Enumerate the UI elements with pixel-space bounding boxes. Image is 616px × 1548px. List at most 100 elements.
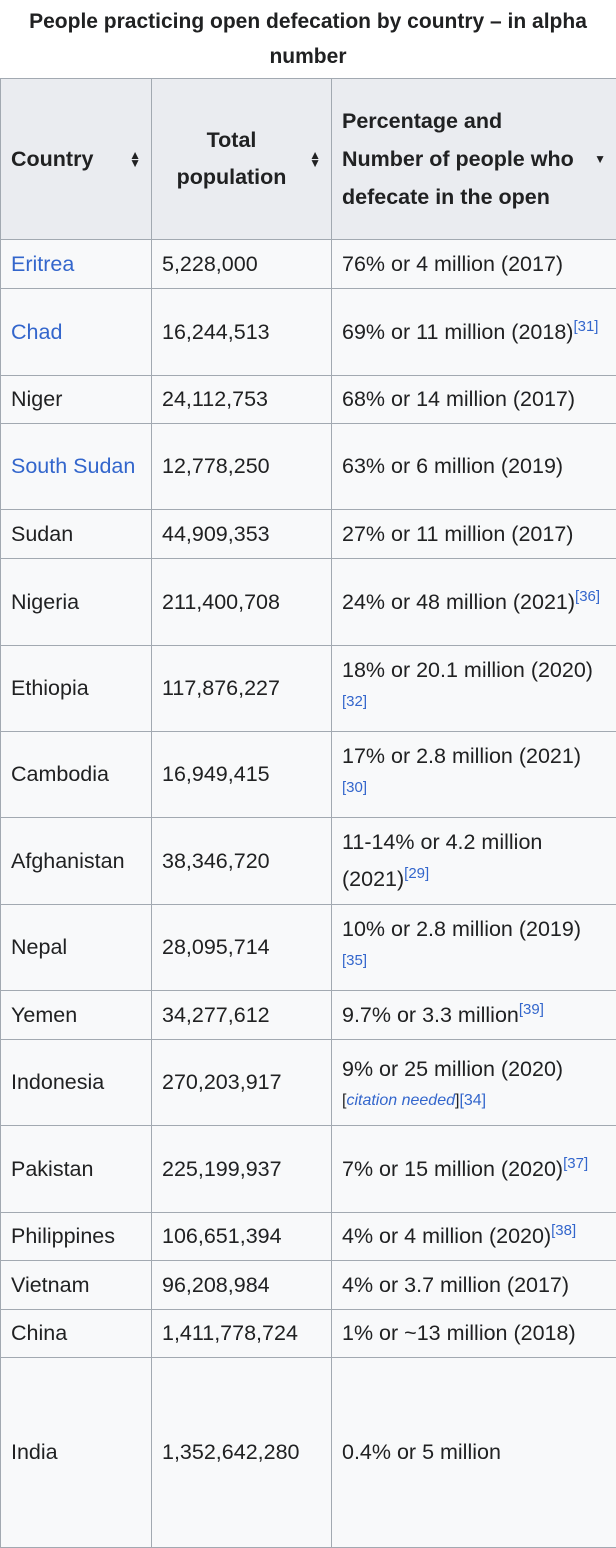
percentage-cell: 9% or 25 million (2020) [citation needed]… [332, 1040, 616, 1126]
population-cell: 1,411,778,724 [152, 1310, 332, 1358]
country-link[interactable]: Chad [11, 320, 62, 344]
country-cell: China [1, 1310, 152, 1358]
country-cell: Yemen [1, 991, 152, 1040]
population-cell: 270,203,917 [152, 1040, 332, 1126]
percentage-cell: 27% or 11 million (2017) [332, 510, 616, 559]
reference-link[interactable]: [36] [575, 587, 600, 604]
sort-down-icon[interactable]: ▼ [594, 155, 606, 163]
header-population-label: Total population [177, 128, 287, 189]
population-cell: 5,228,000 [152, 240, 332, 289]
country-link[interactable]: South Sudan [11, 454, 135, 478]
country-name: Nigeria [11, 590, 79, 614]
reference-link[interactable]: [34] [459, 1092, 486, 1109]
table-row: China 1,411,778,724 1% or ~13 million (201… [1, 1310, 616, 1358]
percentage-value: 18% or 20.1 million (2020) [342, 658, 593, 682]
percentage-value: 11-14% or 4.2 million (2021) [342, 830, 542, 891]
percentage-value: 9% or 25 million (2020) [342, 1057, 563, 1081]
population-cell: 211,400,708 [152, 559, 332, 646]
percentage-cell: 10% or 2.8 million (2019) [35] [332, 905, 616, 991]
citation-needed[interactable]: [citation needed][34] [342, 1088, 606, 1114]
reference-link[interactable]: [37] [563, 1154, 588, 1171]
country-cell: Indonesia [1, 1040, 152, 1126]
reference-link[interactable]: [35] [342, 951, 367, 968]
country-name: Philippines [11, 1224, 115, 1248]
country-name: Yemen [11, 1003, 77, 1027]
table-caption-line1: People practicing open defecation by cou… [8, 4, 608, 39]
percentage-cell: 76% or 4 million (2017) [332, 240, 616, 289]
country-cell: Nigeria [1, 559, 152, 646]
percentage-cell: 4% or 3.7 million (2017) [332, 1261, 616, 1310]
population-cell: 225,199,937 [152, 1126, 332, 1213]
table-caption-line2: number [8, 39, 608, 74]
population-cell: 106,651,394 [152, 1213, 332, 1261]
percentage-value: 4% or 3.7 million (2017) [342, 1273, 569, 1297]
country-name: Ethiopia [11, 676, 89, 700]
country-cell: Vietnam [1, 1261, 152, 1310]
percentage-cell: 17% or 2.8 million (2021) [30] [332, 732, 616, 818]
sort-updown-icon[interactable]: ▲▼ [309, 151, 321, 167]
country-name: India [11, 1440, 58, 1464]
population-cell: 96,208,984 [152, 1261, 332, 1310]
population-cell: 16,949,415 [152, 732, 332, 818]
country-cell: Cambodia [1, 732, 152, 818]
reference-link[interactable]: [30] [342, 778, 367, 795]
header-population[interactable]: Total population ▲▼ [152, 79, 332, 240]
reference-link[interactable]: [31] [573, 317, 598, 334]
reference-link[interactable]: [32] [342, 692, 367, 709]
country-name: China [11, 1321, 67, 1345]
country-cell: Afghanistan [1, 818, 152, 905]
country-cell[interactable]: Eritrea [1, 240, 152, 289]
header-percentage[interactable]: Percentage and Number of people who defe… [332, 79, 616, 240]
percentage-cell: 9.7% or 3.3 million[39] [332, 991, 616, 1040]
country-cell[interactable]: South Sudan [1, 424, 152, 510]
population-cell: 28,095,714 [152, 905, 332, 991]
population-cell: 38,346,720 [152, 818, 332, 905]
reference-link[interactable]: [29] [404, 865, 429, 882]
percentage-value: 1% or ~13 million (2018) [342, 1321, 576, 1345]
percentage-value: 17% or 2.8 million (2021) [342, 744, 581, 768]
percentage-value: 4% or 4 million (2020) [342, 1224, 551, 1248]
reference-link[interactable]: [39] [519, 1000, 544, 1017]
percentage-value: 10% or 2.8 million (2019) [342, 917, 581, 941]
percentage-cell: 63% or 6 million (2019) [332, 424, 616, 510]
header-country-label: Country [11, 147, 93, 171]
reference-link[interactable]: [38] [551, 1222, 576, 1239]
percentage-value: 7% or 15 million (2020) [342, 1157, 563, 1181]
country-cell[interactable]: Chad [1, 289, 152, 376]
country-link[interactable]: Eritrea [11, 252, 74, 276]
percentage-cell: 24% or 48 million (2021)[36] [332, 559, 616, 646]
citation-needed-link[interactable]: citation needed [346, 1092, 455, 1109]
country-cell: Ethiopia [1, 646, 152, 732]
country-name: Nepal [11, 935, 67, 959]
percentage-cell: 68% or 14 million (2017) [332, 376, 616, 424]
population-cell: 44,909,353 [152, 510, 332, 559]
population-cell: 1,352,642,280 [152, 1358, 332, 1548]
percentage-cell: 7% or 15 million (2020)[37] [332, 1126, 616, 1213]
header-percentage-label: Percentage and Number of people who defe… [342, 109, 574, 209]
country-cell: Niger [1, 376, 152, 424]
population-cell: 16,244,513 [152, 289, 332, 376]
sort-updown-icon[interactable]: ▲▼ [129, 151, 141, 167]
country-cell: Sudan [1, 510, 152, 559]
percentage-value: 24% or 48 million (2021) [342, 590, 575, 614]
header-country[interactable]: Country ▲▼ [1, 79, 152, 240]
percentage-cell: 4% or 4 million (2020)[38] [332, 1213, 616, 1261]
open-defecation-table: Country ▲▼ Total population ▲▼ Percentag… [0, 78, 616, 1548]
percentage-value: 9.7% or 3.3 million [342, 1003, 519, 1027]
country-name: Cambodia [11, 762, 109, 786]
